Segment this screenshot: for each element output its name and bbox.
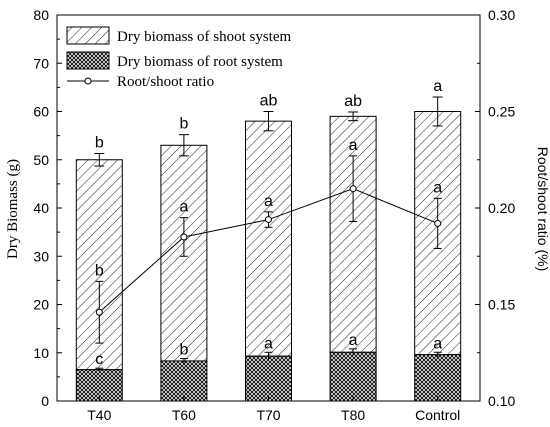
letter-ratio-T80: a bbox=[349, 137, 358, 154]
letter-shoot-Control: a bbox=[433, 78, 442, 95]
y2-tick-label: 0.20 bbox=[488, 200, 515, 216]
x-tick-label-Control: Control bbox=[415, 407, 460, 423]
legend-swatch-shoot bbox=[66, 26, 110, 45]
letter-shoot-T80: ab bbox=[344, 93, 362, 110]
legend-swatch-root bbox=[66, 51, 110, 70]
bar-shoot-T70 bbox=[245, 120, 292, 357]
y2-tick-label: 0.10 bbox=[488, 393, 515, 409]
letter-ratio-Control: a bbox=[433, 179, 442, 196]
x-tick-label-T70: T70 bbox=[256, 407, 280, 423]
letter-shoot-T40: b bbox=[95, 134, 104, 151]
y-axis-title: Dry Biomass (g) bbox=[5, 159, 21, 259]
x-tick-label-T60: T60 bbox=[172, 407, 196, 423]
y-tick-label: 0 bbox=[41, 393, 49, 409]
y-tick-label: 60 bbox=[33, 104, 49, 120]
legend-label-root: Dry biomass of root system bbox=[117, 54, 283, 70]
bar-root-Control bbox=[414, 354, 462, 402]
letter-root-T60: b bbox=[179, 342, 188, 359]
letter-shoot-T60: b bbox=[179, 116, 188, 133]
legend-label-ratio: Root/shoot ratio bbox=[117, 74, 214, 90]
y2-tick-label: 0.30 bbox=[488, 7, 515, 23]
x-tick-label-T80: T80 bbox=[341, 407, 365, 423]
ratio-point-T40 bbox=[95, 308, 103, 316]
y-tick-label: 50 bbox=[33, 152, 49, 168]
letter-ratio-T70: a bbox=[264, 193, 273, 210]
ratio-point-Control bbox=[434, 219, 442, 227]
letter-ratio-T60: a bbox=[179, 199, 188, 216]
y-tick-label: 80 bbox=[33, 7, 49, 23]
letter-root-T40: c bbox=[95, 351, 103, 368]
letter-root-T70: a bbox=[264, 335, 273, 352]
bar-root-T60 bbox=[160, 360, 208, 402]
bar-root-T80 bbox=[329, 351, 377, 402]
legend-label-shoot: Dry biomass of shoot system bbox=[117, 29, 291, 45]
y2-axis-title: Root/shoot ratio (%) bbox=[535, 147, 550, 272]
y-tick-label: 20 bbox=[33, 297, 49, 313]
y2-tick-label: 0.15 bbox=[488, 297, 515, 313]
y-tick-label: 30 bbox=[33, 248, 49, 264]
y2-tick-label: 0.25 bbox=[488, 104, 515, 120]
ratio-point-T80 bbox=[349, 185, 357, 193]
y-tick-label: 40 bbox=[33, 200, 49, 216]
x-tick-label-T40: T40 bbox=[87, 407, 111, 423]
letter-shoot-T70: ab bbox=[260, 93, 278, 110]
ratio-point-T70 bbox=[265, 216, 272, 224]
ratio-point-T60 bbox=[180, 233, 188, 241]
letter-ratio-T40: b bbox=[95, 262, 104, 279]
y-tick-label: 70 bbox=[33, 55, 49, 71]
legend-swatch-ratio-marker bbox=[84, 77, 92, 85]
letter-root-Control: a bbox=[433, 335, 442, 352]
y-tick-label: 10 bbox=[33, 345, 49, 361]
letter-root-T80: a bbox=[349, 332, 358, 349]
bar-root-T70 bbox=[245, 355, 292, 402]
